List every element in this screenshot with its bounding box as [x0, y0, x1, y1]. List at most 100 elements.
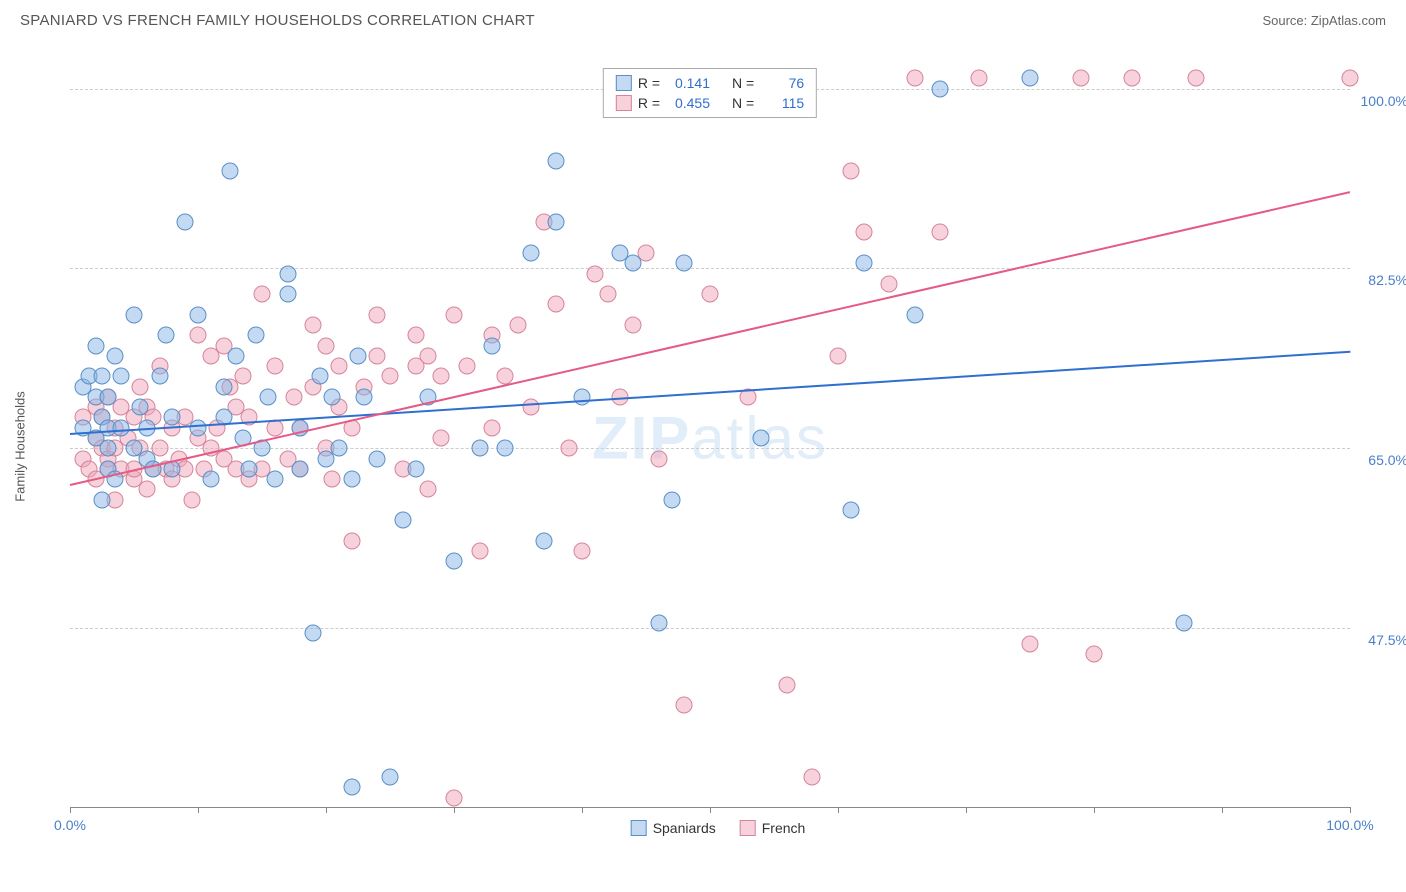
- data-point-spaniards: [247, 327, 264, 344]
- data-point-spaniards: [535, 532, 552, 549]
- legend-label-spaniards: Spaniards: [653, 820, 716, 836]
- data-point-spaniards: [394, 512, 411, 529]
- data-point-spaniards: [190, 306, 207, 323]
- data-point-spaniards: [356, 388, 373, 405]
- data-point-french: [138, 481, 155, 498]
- data-point-french: [586, 265, 603, 282]
- swatch-spaniards-icon: [631, 820, 647, 836]
- x-tick: [1094, 807, 1095, 813]
- data-point-french: [1342, 70, 1359, 87]
- data-point-french: [842, 162, 859, 179]
- chart-header: SPANIARD VS FRENCH FAMILY HOUSEHOLDS COR…: [0, 0, 1406, 37]
- r-value-spaniards: 0.141: [666, 75, 710, 91]
- data-point-spaniards: [522, 245, 539, 262]
- data-point-french: [881, 275, 898, 292]
- data-point-spaniards: [407, 460, 424, 477]
- data-point-spaniards: [94, 491, 111, 508]
- data-point-spaniards: [202, 471, 219, 488]
- data-point-french: [510, 316, 527, 333]
- data-point-spaniards: [222, 162, 239, 179]
- data-point-french: [548, 296, 565, 313]
- data-point-spaniards: [548, 214, 565, 231]
- data-point-french: [599, 286, 616, 303]
- data-point-french: [1022, 635, 1039, 652]
- data-point-spaniards: [369, 450, 386, 467]
- data-point-spaniards: [753, 430, 770, 447]
- grid-line: [70, 628, 1350, 629]
- legend-item-spaniards: Spaniards: [631, 820, 716, 836]
- x-tick-label: 100.0%: [1326, 817, 1373, 833]
- swatch-french-icon: [740, 820, 756, 836]
- data-point-french: [830, 347, 847, 364]
- data-point-spaniards: [132, 399, 149, 416]
- data-point-french: [650, 450, 667, 467]
- data-point-spaniards: [1175, 615, 1192, 632]
- data-point-spaniards: [471, 440, 488, 457]
- data-point-spaniards: [279, 265, 296, 282]
- x-tick: [454, 807, 455, 813]
- data-point-spaniards: [676, 255, 693, 272]
- data-point-spaniards: [548, 152, 565, 169]
- data-point-spaniards: [663, 491, 680, 508]
- data-point-spaniards: [446, 553, 463, 570]
- y-tick-label: 82.5%: [1368, 272, 1406, 288]
- x-tick: [1350, 807, 1351, 813]
- data-point-spaniards: [100, 388, 117, 405]
- data-point-spaniards: [932, 80, 949, 97]
- data-point-french: [458, 358, 475, 375]
- correlation-legend: R = 0.141 N = 76 R = 0.455 N = 115: [603, 68, 817, 118]
- grid-line: [70, 268, 1350, 269]
- data-point-french: [1086, 645, 1103, 662]
- data-point-french: [369, 306, 386, 323]
- data-point-french: [702, 286, 719, 303]
- data-point-french: [778, 676, 795, 693]
- legend-item-french: French: [740, 820, 806, 836]
- data-point-french: [433, 368, 450, 385]
- data-point-spaniards: [650, 615, 667, 632]
- data-point-french: [305, 316, 322, 333]
- legend-row: R = 0.455 N = 115: [616, 93, 804, 113]
- data-point-spaniards: [190, 419, 207, 436]
- series-legend: Spaniards French: [631, 820, 806, 836]
- data-point-french: [1188, 70, 1205, 87]
- data-point-french: [561, 440, 578, 457]
- y-tick-label: 47.5%: [1368, 632, 1406, 648]
- data-point-spaniards: [126, 306, 143, 323]
- data-point-spaniards: [106, 347, 123, 364]
- data-point-spaniards: [343, 471, 360, 488]
- chart-title: SPANIARD VS FRENCH FAMILY HOUSEHOLDS COR…: [20, 12, 535, 29]
- data-point-spaniards: [113, 368, 130, 385]
- chart-container: Family Households ZIPatlas R = 0.141 N =…: [50, 44, 1386, 834]
- data-point-spaniards: [324, 388, 341, 405]
- swatch-spaniards-icon: [616, 75, 632, 91]
- data-point-spaniards: [158, 327, 175, 344]
- data-point-spaniards: [228, 347, 245, 364]
- data-point-spaniards: [343, 779, 360, 796]
- data-point-spaniards: [215, 378, 232, 395]
- data-point-french: [1073, 70, 1090, 87]
- n-label: N =: [732, 95, 754, 111]
- data-point-spaniards: [906, 306, 923, 323]
- data-point-french: [471, 543, 488, 560]
- data-point-spaniards: [260, 388, 277, 405]
- data-point-french: [804, 769, 821, 786]
- data-point-french: [574, 543, 591, 560]
- data-point-french: [906, 70, 923, 87]
- x-tick: [966, 807, 967, 813]
- data-point-spaniards: [350, 347, 367, 364]
- x-tick: [710, 807, 711, 813]
- r-label: R =: [638, 95, 660, 111]
- data-point-spaniards: [484, 337, 501, 354]
- data-point-french: [343, 532, 360, 549]
- data-point-french: [286, 388, 303, 405]
- data-point-spaniards: [842, 501, 859, 518]
- x-tick: [582, 807, 583, 813]
- data-point-french: [446, 789, 463, 806]
- data-point-french: [382, 368, 399, 385]
- data-point-spaniards: [497, 440, 514, 457]
- data-point-spaniards: [1022, 70, 1039, 87]
- data-point-french: [970, 70, 987, 87]
- x-tick: [1222, 807, 1223, 813]
- legend-label-french: French: [762, 820, 806, 836]
- data-point-spaniards: [625, 255, 642, 272]
